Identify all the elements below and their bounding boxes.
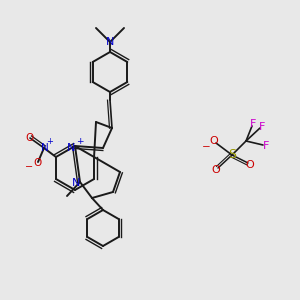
Text: O: O — [212, 165, 220, 175]
Text: −: − — [202, 142, 210, 152]
Text: F: F — [250, 119, 256, 129]
Text: O: O — [210, 136, 218, 146]
Text: N: N — [41, 143, 49, 153]
Text: F: F — [259, 122, 265, 132]
Text: N: N — [106, 37, 114, 47]
Text: O: O — [33, 158, 41, 168]
Text: +: + — [76, 136, 84, 146]
Text: −: − — [25, 162, 33, 172]
Text: N: N — [72, 178, 80, 188]
Text: F: F — [263, 141, 269, 151]
Text: N: N — [67, 143, 75, 153]
Text: S: S — [228, 148, 236, 161]
Text: O: O — [246, 160, 254, 170]
Text: O: O — [26, 133, 34, 143]
Text: +: + — [46, 137, 53, 146]
